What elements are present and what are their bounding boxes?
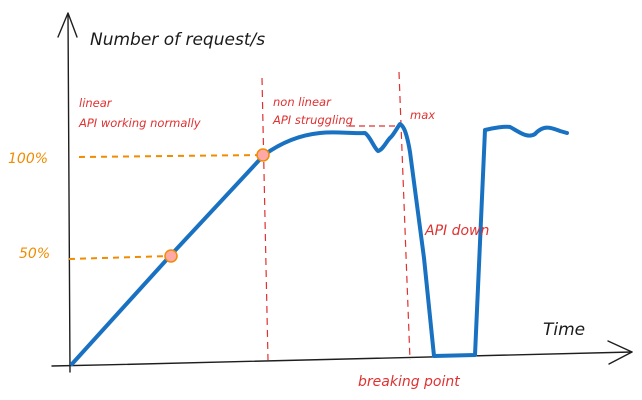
breaking-point-guide <box>398 71 411 361</box>
marker-100-percent <box>256 148 270 162</box>
breaking-point-label: breaking point <box>358 374 460 390</box>
y-axis-arrowhead <box>57 12 78 38</box>
marker-50-percent <box>164 249 178 263</box>
tick-label-100: 100% <box>8 151 48 167</box>
level-100-guide <box>78 154 263 158</box>
linear-boundary-guide <box>261 77 269 361</box>
requests-curve <box>70 122 569 366</box>
y-axis-label: Number of request/s <box>90 30 265 50</box>
tick-label-50: 50% <box>19 246 50 262</box>
x-axis-arrowhead <box>607 340 633 365</box>
y-axis <box>67 13 71 373</box>
api-down-label: API down <box>424 223 489 239</box>
max-label: max <box>410 108 435 122</box>
phase1-title: linear <box>79 96 113 110</box>
x-axis <box>51 351 633 367</box>
phase2-description: API struggling <box>272 113 353 127</box>
phase1-description: API working normally <box>78 116 201 130</box>
level-50-guide <box>68 255 171 260</box>
x-axis-label: Time <box>543 320 585 340</box>
phase2-title: non linear <box>273 95 332 109</box>
